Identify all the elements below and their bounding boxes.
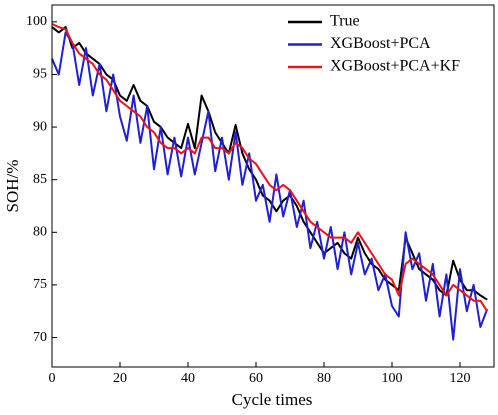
series-line <box>51 26 488 301</box>
x-tick-label: 80 <box>317 371 331 386</box>
y-tick-label: 85 <box>33 172 47 187</box>
y-axis-label: SOH/% <box>3 160 22 213</box>
legend-label: XGBoost+PCA <box>330 35 431 52</box>
series-line <box>51 22 489 312</box>
y-tick-label: 75 <box>33 277 47 292</box>
y-tick-label: 80 <box>33 225 47 240</box>
y-tick-label: 90 <box>33 119 47 134</box>
x-axis-label: Cycle times <box>232 390 313 409</box>
x-tick-label: 100 <box>382 371 403 386</box>
x-tick-label: 120 <box>450 371 471 386</box>
y-tick-label: 95 <box>33 67 47 82</box>
y-tick-label: 70 <box>33 330 47 345</box>
x-tick-label: 60 <box>249 371 263 386</box>
plot-frame <box>51 4 495 368</box>
legend-label: True <box>330 13 360 30</box>
series-line <box>51 31 489 341</box>
x-tick-label: 0 <box>49 371 56 386</box>
x-tick-label: 40 <box>181 371 195 386</box>
x-tick-label: 20 <box>113 371 127 386</box>
legend-label: XGBoost+PCA+KF <box>330 58 460 75</box>
y-tick-label: 100 <box>26 14 47 29</box>
